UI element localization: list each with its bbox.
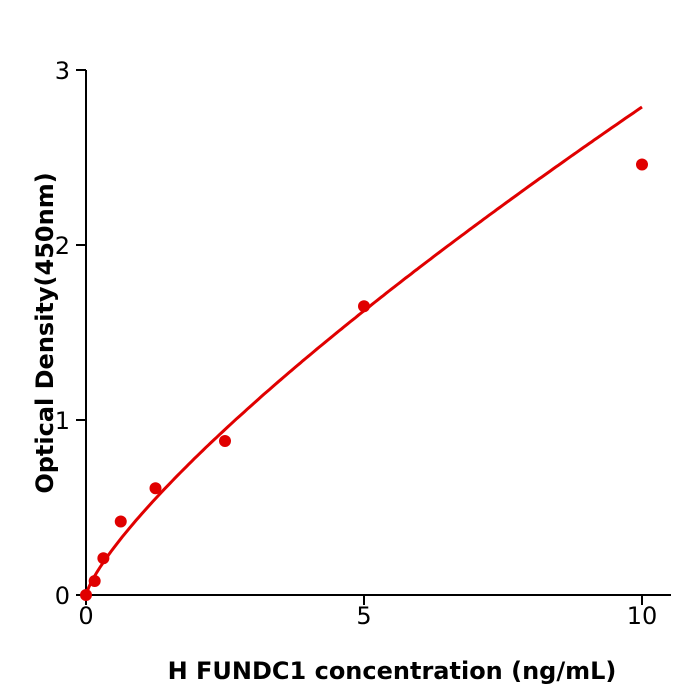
y-tick-label: 1: [55, 407, 70, 435]
data-point: [358, 300, 370, 313]
data-point: [80, 589, 92, 601]
y-tick-label: 3: [55, 57, 70, 85]
y-axis-label: Optical Density(450nm): [31, 172, 59, 493]
y-tick-label: 2: [55, 232, 70, 260]
data-point: [88, 575, 101, 587]
x-tick-label: 10: [627, 602, 658, 630]
fit-curve: [84, 105, 643, 596]
data-point: [149, 482, 162, 495]
x-tick-label: 0: [78, 602, 93, 630]
x-tick-label: 5: [356, 602, 371, 630]
data-point: [636, 158, 648, 171]
data-point: [114, 515, 127, 528]
data-point: [219, 435, 231, 447]
x-axis-label: H FUNDC1 concentration (ng/mL): [168, 657, 617, 685]
data-point: [97, 552, 110, 565]
y-tick-label: 0: [55, 582, 70, 610]
